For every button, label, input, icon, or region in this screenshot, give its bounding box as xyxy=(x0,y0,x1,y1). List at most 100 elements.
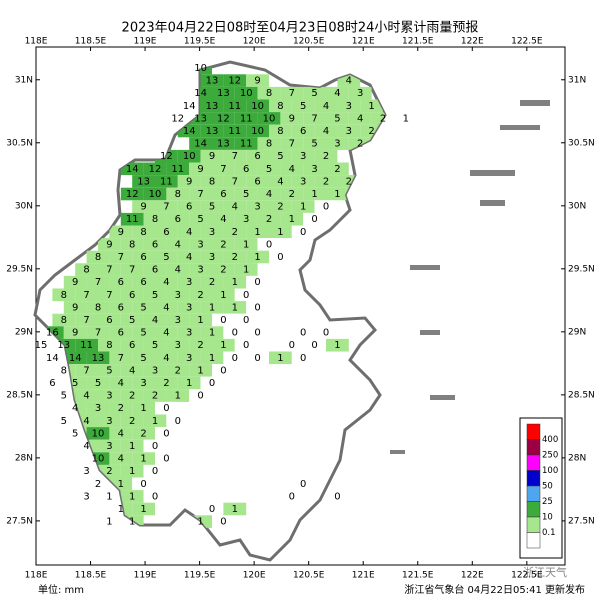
legend-label: 0.1 xyxy=(542,528,556,538)
rain-cell xyxy=(155,452,178,465)
rain-value: 6 xyxy=(118,328,124,339)
rain-value: 12 xyxy=(171,113,184,124)
rain-value: 3 xyxy=(186,277,192,288)
rain-value: 4 xyxy=(346,76,352,87)
rain-value: 5 xyxy=(311,88,317,99)
rain-cell xyxy=(166,313,190,327)
rain-value: 5 xyxy=(61,391,67,402)
y-tick-label: 29.5N xyxy=(568,264,595,274)
rain-value: 1 xyxy=(254,227,260,238)
rain-cell xyxy=(98,313,121,327)
rain-value: 0 xyxy=(232,328,238,339)
rain-cell xyxy=(337,124,361,138)
rain-value: 0 xyxy=(300,353,306,364)
rain-value: 14 xyxy=(183,126,196,137)
rain-value: 2 xyxy=(140,428,146,439)
rain-cell xyxy=(291,477,315,491)
rain-cell xyxy=(269,200,292,213)
rain-value: 9 xyxy=(72,328,78,339)
y-tick-label: 30.5N xyxy=(568,138,595,148)
rain-cell xyxy=(143,238,167,251)
rain-cell xyxy=(280,212,304,226)
rain-cell xyxy=(63,351,87,365)
rain-value: 1 xyxy=(334,189,340,200)
rain-cell xyxy=(234,162,258,176)
rain-cell xyxy=(143,263,167,276)
rain-cell xyxy=(280,112,304,125)
rain-value: 8 xyxy=(277,101,283,112)
rain-cell xyxy=(189,263,212,276)
rain-value: 2 xyxy=(106,466,112,477)
rain-value: 0 xyxy=(220,315,226,326)
rain-cell xyxy=(234,288,258,302)
rain-value: 0 xyxy=(254,277,260,288)
rain-cell xyxy=(246,275,269,289)
rain-value: 0 xyxy=(300,227,306,238)
rain-cell xyxy=(132,427,155,440)
rain-value: 2 xyxy=(175,365,181,376)
rain-value: 13 xyxy=(217,139,230,150)
rain-value: 13 xyxy=(137,176,150,187)
rain-value: 4 xyxy=(152,315,158,326)
rain-value: 3 xyxy=(95,403,101,414)
rain-cell xyxy=(212,162,235,176)
rain-value: 3 xyxy=(175,340,181,351)
rain-value: 11 xyxy=(240,139,253,150)
rain-value: 4 xyxy=(83,416,89,427)
rain-cell xyxy=(212,515,235,528)
rain-value: 1 xyxy=(129,517,135,528)
rain-cell xyxy=(303,338,326,352)
y-tick-label: 28.5N xyxy=(568,390,595,400)
rain-cell xyxy=(177,275,201,289)
rain-value: 4 xyxy=(186,252,192,263)
legend-label: 25 xyxy=(542,497,553,507)
rain-value: 7 xyxy=(289,88,295,99)
rain-cell xyxy=(189,364,212,377)
rain-value: 0 xyxy=(323,202,329,213)
rain-value: 3 xyxy=(346,126,352,137)
rain-value: 1 xyxy=(106,517,112,528)
rain-cell xyxy=(326,137,349,150)
rain-value: 7 xyxy=(95,328,101,339)
rain-value: 9 xyxy=(106,239,112,250)
rain-value: 0 xyxy=(232,353,238,364)
rain-value: 10 xyxy=(183,151,196,162)
rain-value: 6 xyxy=(140,252,146,263)
rain-cell xyxy=(314,124,338,138)
rain-value: 15 xyxy=(35,340,48,351)
rain-cell xyxy=(326,187,349,201)
rain-value: 8 xyxy=(129,239,135,250)
rain-value: 13 xyxy=(194,113,207,124)
rain-cell xyxy=(155,427,178,440)
rain-value: 5 xyxy=(243,189,249,200)
rain-cell xyxy=(189,313,212,327)
rain-cell xyxy=(234,112,258,125)
rain-value: 8 xyxy=(209,176,215,187)
rain-value: 5 xyxy=(334,113,340,124)
rain-cell xyxy=(120,338,144,352)
rain-cell xyxy=(177,200,201,213)
rain-value: 14 xyxy=(69,353,82,364)
rain-cell xyxy=(280,338,304,352)
rain-cell xyxy=(155,401,178,415)
rain-value: 0 xyxy=(220,517,226,528)
rain-cell xyxy=(223,149,247,163)
rain-value: 0 xyxy=(254,302,260,313)
rain-value: 0 xyxy=(311,214,317,225)
rain-cell xyxy=(189,338,212,352)
rain-value: 10 xyxy=(240,88,253,99)
rain-cell xyxy=(223,175,247,188)
rain-cell xyxy=(177,250,201,264)
rain-cell xyxy=(143,313,167,327)
rain-cell xyxy=(223,200,247,213)
rain-value: 6 xyxy=(118,302,124,313)
rain-value: 7 xyxy=(289,139,295,150)
rain-value: 2 xyxy=(118,403,124,414)
rain-cell xyxy=(212,364,235,377)
rain-cell xyxy=(257,137,281,150)
rain-value: 6 xyxy=(243,164,249,175)
legend-label: 10 xyxy=(542,513,553,523)
rain-value: 9 xyxy=(72,277,78,288)
rain-cell xyxy=(257,112,281,125)
